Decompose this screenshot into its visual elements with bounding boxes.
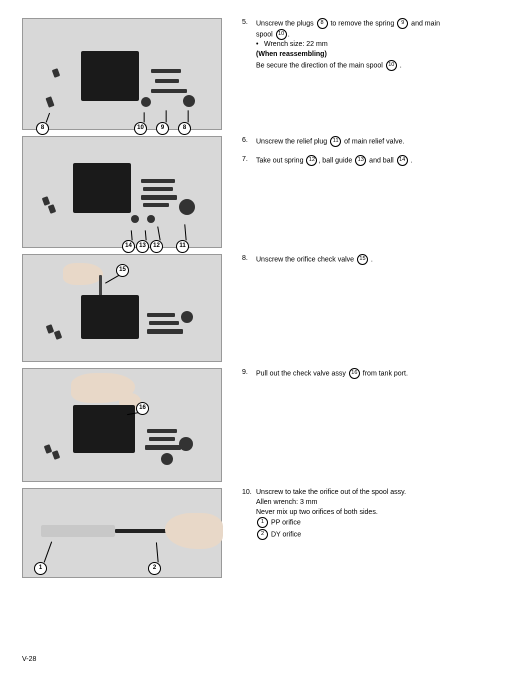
row-3: 15 8. Unscrew the orifice check valve 15…: [22, 254, 488, 362]
photo-5: 1 2: [22, 488, 222, 578]
row-4: 16 9. Pull out the check valve assy 16 f…: [22, 368, 488, 482]
callout-12: 12: [150, 240, 163, 253]
text-col-3: 8. Unscrew the orifice check valve 15 .: [222, 254, 488, 362]
row-2: 14 13 12 11 6. Unscrew the relief plug 1…: [22, 136, 488, 248]
callout-14: 14: [122, 240, 135, 253]
step-8: 8. Unscrew the orifice check valve 15 .: [242, 254, 488, 265]
step-9: 9. Pull out the check valve assy 16 from…: [242, 368, 488, 379]
text-col-4: 9. Pull out the check valve assy 16 from…: [222, 368, 488, 482]
photo-2: 14 13 12 11: [22, 136, 222, 248]
row-5: 1 2 10. Unscrew to take the orifice out …: [22, 488, 488, 578]
callout-11: 11: [176, 240, 189, 253]
manual-page: 8 10 9 8 5. Unscrew the plugs 8 to remov…: [0, 0, 510, 675]
callout-8b: 8: [178, 122, 191, 135]
callout-8: 8: [36, 122, 49, 135]
step-10: 10. Unscrew to take the orifice out of t…: [242, 488, 488, 540]
step-7: 7. Take out spring 12, ball guide 13 and…: [242, 155, 488, 166]
step-6: 6. Unscrew the relief plug 11 of main re…: [242, 136, 488, 147]
callout-1: 1: [34, 562, 47, 575]
step-num: 5.: [242, 18, 256, 71]
page-number: V-28: [22, 656, 36, 663]
photo-3: 15: [22, 254, 222, 362]
step-body: Unscrew the plugs 8 to remove the spring…: [256, 18, 488, 71]
row-1: 8 10 9 8 5. Unscrew the plugs 8 to remov…: [22, 18, 488, 130]
callout-15: 15: [116, 264, 129, 277]
callout-16: 16: [136, 402, 149, 415]
text-col-2: 6. Unscrew the relief plug 11 of main re…: [222, 136, 488, 248]
text-col-1: 5. Unscrew the plugs 8 to remove the spr…: [222, 18, 488, 130]
photo-1: 8 10 9 8: [22, 18, 222, 130]
callout-9: 9: [156, 122, 169, 135]
photo-4: 16: [22, 368, 222, 482]
step-5: 5. Unscrew the plugs 8 to remove the spr…: [242, 18, 488, 71]
callout-13: 13: [136, 240, 149, 253]
callout-10: 10: [134, 122, 147, 135]
callout-2: 2: [148, 562, 161, 575]
text-col-5: 10. Unscrew to take the orifice out of t…: [222, 488, 488, 578]
